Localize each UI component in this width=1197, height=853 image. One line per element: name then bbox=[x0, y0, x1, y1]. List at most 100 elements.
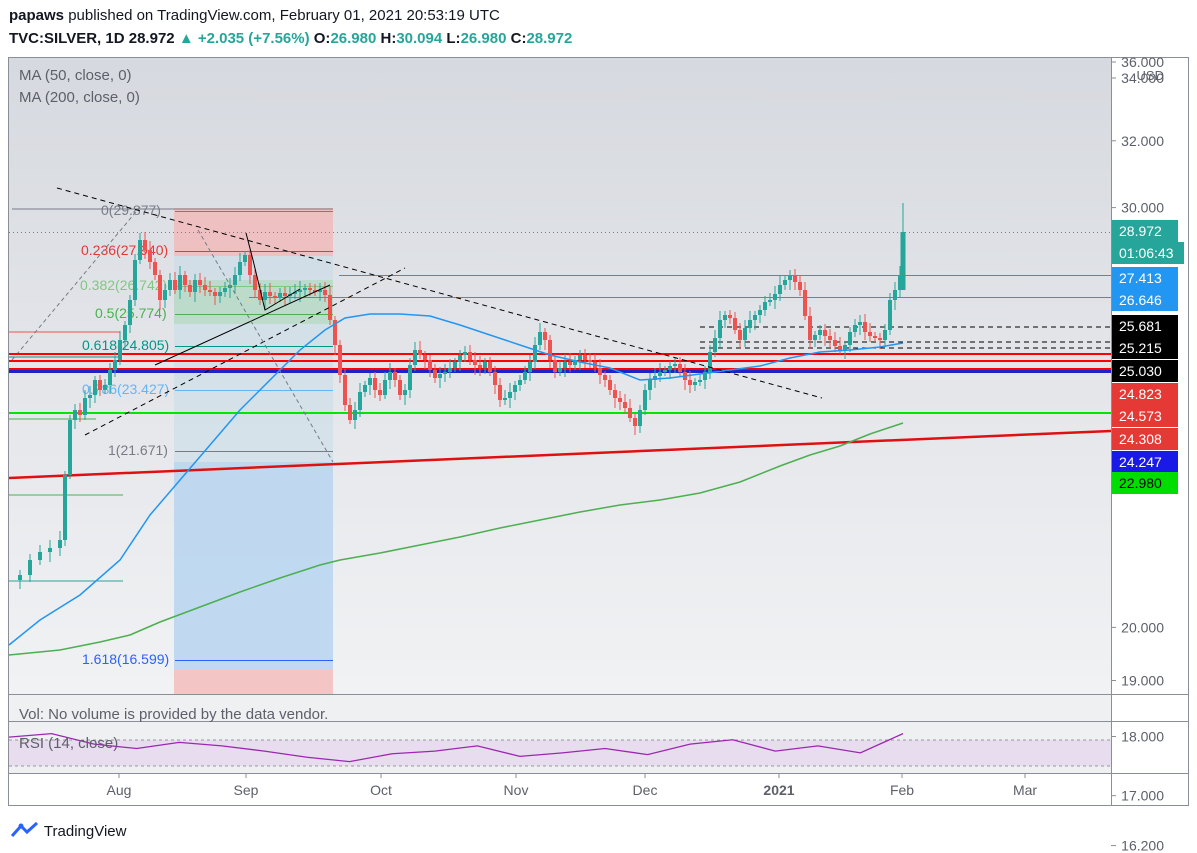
candle-body bbox=[343, 375, 347, 405]
candle-body bbox=[623, 402, 627, 408]
candle-body bbox=[768, 300, 772, 302]
stop-zone bbox=[174, 670, 333, 694]
price-label-text: 24.573 bbox=[1119, 408, 1162, 424]
price-label-text: 28.972 bbox=[1119, 223, 1162, 239]
tradingview-brand[interactable]: TradingView bbox=[10, 820, 126, 840]
rsi-legend: RSI (14, close) bbox=[19, 735, 119, 752]
candle-body bbox=[308, 288, 312, 290]
candle-body bbox=[303, 288, 307, 290]
candle-body bbox=[498, 385, 502, 400]
candle-body bbox=[648, 380, 652, 390]
x-tick-label: Feb bbox=[890, 782, 914, 798]
candle-body bbox=[168, 280, 172, 290]
candle-body bbox=[268, 292, 272, 296]
candle-body bbox=[733, 318, 737, 330]
candle-body bbox=[353, 410, 357, 420]
candle-body bbox=[293, 292, 297, 294]
candle-body bbox=[243, 255, 247, 262]
candle-body bbox=[363, 385, 367, 392]
fib-level-label: 0(29.877) bbox=[101, 202, 161, 218]
candle-body bbox=[583, 355, 587, 360]
target-zone bbox=[174, 462, 333, 670]
candle-body bbox=[848, 332, 852, 345]
candle-body bbox=[543, 332, 547, 340]
candle-body bbox=[788, 275, 792, 280]
candle-body bbox=[528, 362, 532, 372]
y-tick-label: 32.000 bbox=[1121, 133, 1164, 149]
price-labels: 28.972 01:06:43 27.413 26.646 25.681 25.215 25… bbox=[1112, 220, 1184, 494]
candle-body bbox=[803, 290, 807, 316]
candle-body bbox=[273, 296, 277, 298]
x-tick-label: Sep bbox=[234, 782, 259, 798]
price-label-text: 25.030 bbox=[1119, 363, 1162, 379]
candle-body bbox=[263, 292, 267, 300]
rsi-pane bbox=[8, 732, 1111, 767]
price-label-text: 25.215 bbox=[1119, 340, 1162, 356]
descending-trendline bbox=[56, 187, 823, 399]
fib-level-label: 1.618(16.599) bbox=[82, 651, 169, 667]
candle-body bbox=[738, 330, 742, 340]
candle-body bbox=[503, 398, 507, 400]
high-label: H: bbox=[380, 30, 397, 47]
candle-body bbox=[703, 372, 707, 380]
price-label-box bbox=[1112, 220, 1178, 242]
fib-levels: 0(29.877)0.236(27.940)0.382(26.742)0.5(2… bbox=[9, 202, 333, 667]
candle-body bbox=[173, 280, 177, 290]
candle-body bbox=[483, 362, 487, 368]
up-arrow-icon: ▲ bbox=[178, 30, 194, 47]
candle-body bbox=[213, 292, 217, 296]
candle-body bbox=[473, 360, 477, 365]
open-label: O: bbox=[313, 30, 331, 47]
candle-body bbox=[153, 262, 157, 275]
candle-body bbox=[688, 380, 692, 385]
publish-line: papaws published on TradingView.com, Feb… bbox=[9, 7, 500, 24]
candle-body bbox=[608, 380, 612, 390]
candle-body bbox=[98, 380, 102, 390]
candle-body bbox=[478, 365, 482, 368]
candle-body bbox=[333, 320, 337, 345]
trendlines bbox=[56, 187, 823, 463]
candle-body bbox=[778, 285, 782, 294]
candle-body bbox=[748, 320, 752, 328]
candle-body bbox=[338, 345, 342, 375]
fib-level-label: 1(21.671) bbox=[108, 442, 168, 458]
candle-body bbox=[278, 293, 282, 298]
candle-body bbox=[283, 293, 287, 296]
candle-body bbox=[878, 338, 882, 340]
candle-body bbox=[578, 355, 582, 360]
candle-body bbox=[868, 332, 872, 336]
candle-body bbox=[418, 350, 422, 355]
candle-body bbox=[403, 390, 407, 395]
candle-body bbox=[103, 385, 107, 390]
price-label-box bbox=[1112, 337, 1178, 359]
candle-body bbox=[533, 345, 537, 362]
last-price: 28.972 bbox=[128, 30, 175, 47]
rising-trendline-red bbox=[8, 429, 1112, 480]
candle-body bbox=[838, 346, 842, 350]
y-tick-label: 20.000 bbox=[1121, 619, 1164, 635]
y-tick-label: 36.000 bbox=[1121, 54, 1164, 70]
x-tick-label: Dec bbox=[633, 782, 658, 798]
candle-body bbox=[643, 390, 647, 410]
candle-body bbox=[128, 300, 132, 325]
candle-body bbox=[38, 552, 42, 560]
candle-body bbox=[568, 362, 572, 365]
price-label-box bbox=[1112, 428, 1178, 450]
candle-body bbox=[558, 368, 562, 372]
y-tick-label: 17.000 bbox=[1121, 788, 1164, 804]
ascending-dashed-trendline bbox=[84, 267, 406, 436]
price-label-text: 25.681 bbox=[1119, 318, 1162, 334]
candle-body bbox=[253, 275, 257, 290]
candle-body bbox=[368, 378, 372, 385]
candles bbox=[18, 203, 906, 589]
open-value: 26.980 bbox=[330, 30, 377, 47]
candle-body bbox=[453, 362, 457, 368]
candle-body bbox=[133, 260, 137, 300]
fib-diagonal bbox=[197, 229, 334, 463]
candle-body bbox=[718, 320, 722, 338]
candle-body bbox=[198, 280, 202, 285]
candle-body bbox=[428, 360, 432, 370]
x-tick-label: Aug bbox=[107, 782, 132, 798]
